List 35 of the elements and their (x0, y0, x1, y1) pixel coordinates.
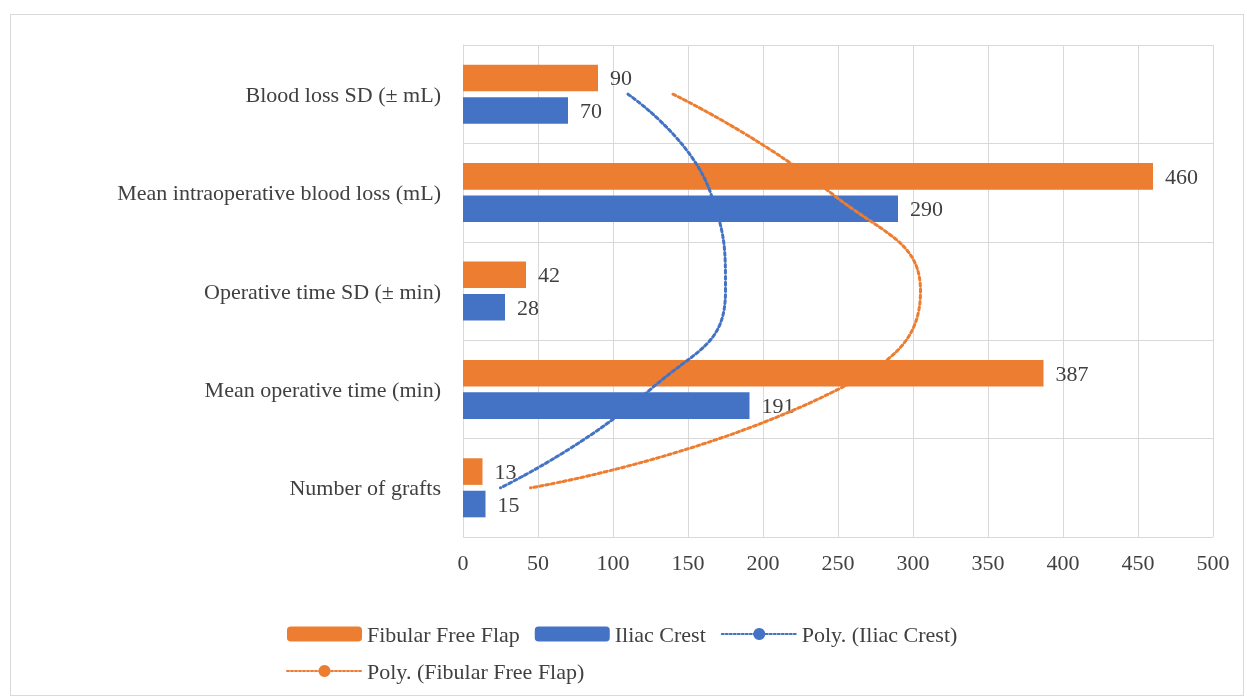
x-tick-label: 450 (1121, 549, 1155, 575)
legend-label: Poly. (Iliac Crest) (801, 621, 958, 647)
data-label: 15 (497, 491, 520, 517)
bar (463, 64, 598, 92)
legend-label: Poly. (Fibular Free Flap) (367, 658, 585, 684)
data-label: 13 (494, 459, 517, 485)
bar (463, 293, 505, 321)
x-tick-label: 300 (896, 549, 930, 575)
x-tick-label: 150 (671, 549, 705, 575)
x-tick-label: 100 (596, 549, 630, 575)
x-tick-label: 350 (971, 549, 1005, 575)
x-tick-label: 400 (1046, 549, 1080, 575)
y-tick-label: Number of grafts (289, 475, 441, 501)
legend-label: Iliac Crest (614, 621, 706, 647)
data-label: 42 (538, 262, 560, 288)
legend-label: Fibular Free Flap (367, 621, 520, 647)
y-tick-label: Mean operative time (min) (204, 376, 441, 402)
x-tick-label: 500 (1196, 549, 1230, 575)
data-label: 70 (580, 97, 602, 123)
x-tick-label: 0 (457, 549, 469, 575)
x-tick-label: 250 (821, 549, 855, 575)
y-tick-label: Mean intraoperative blood loss (mL) (117, 180, 441, 206)
data-label: 290 (910, 196, 943, 222)
x-tick-label: 50 (527, 549, 549, 575)
bar (463, 490, 486, 518)
y-tick-label: Operative time SD (± min) (204, 278, 441, 304)
y-tick-label: Blood loss SD (± mL) (245, 81, 441, 107)
data-label: 28 (517, 294, 539, 320)
x-tick-label: 200 (746, 549, 780, 575)
bar (463, 458, 483, 485)
bar (463, 261, 526, 289)
bar (463, 97, 568, 124)
data-label: 460 (1165, 163, 1198, 189)
data-label: 90 (610, 65, 632, 91)
data-label: 387 (1055, 360, 1089, 386)
